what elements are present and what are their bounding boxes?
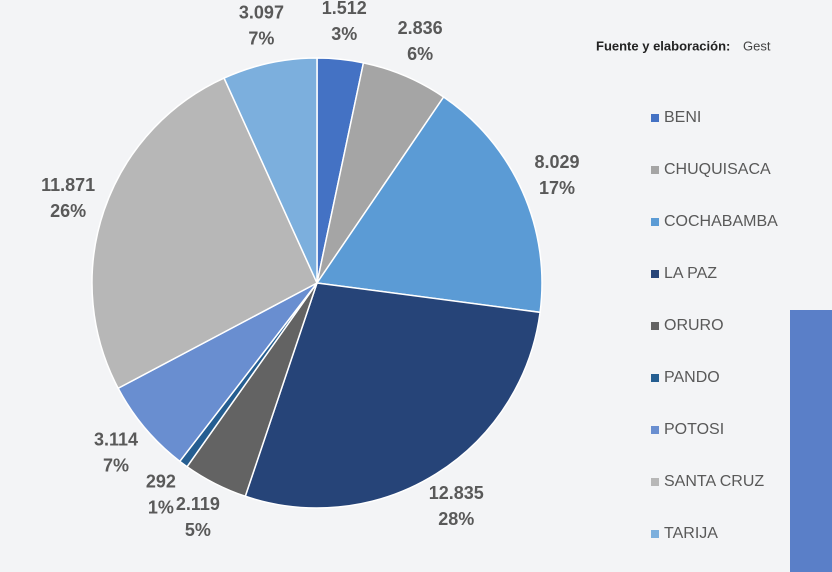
percent-label: 17%	[539, 178, 575, 198]
legend-label: ORURO	[664, 317, 724, 334]
legend-swatch	[651, 114, 659, 122]
percent-label: 6%	[407, 44, 433, 64]
legend-label: SANTA CRUZ	[664, 473, 764, 490]
value-label: 1.512	[322, 0, 367, 18]
value-label: 2.119	[176, 494, 220, 514]
chart: Fuente y elaboración: Gest 1.512 3% 2.836 6…	[0, 0, 832, 572]
legend-label: PANDO	[664, 369, 720, 386]
percent-label: 3%	[331, 24, 357, 44]
legend-label: CHUQUISACA	[664, 161, 771, 178]
value-label: 12.835	[429, 483, 484, 503]
legend-swatch	[651, 426, 659, 434]
value-label: 292	[146, 471, 176, 491]
value-label: 3.097	[239, 3, 284, 23]
decor-image	[790, 310, 832, 572]
legend-label: POTOSI	[664, 421, 724, 438]
legend-swatch	[651, 218, 659, 226]
value-label: 8.029	[534, 152, 579, 172]
legend-swatch	[651, 530, 659, 538]
legend-label: BENI	[664, 109, 701, 126]
legend-label: LA PAZ	[664, 265, 717, 282]
percent-label: 1%	[148, 497, 174, 517]
percent-label: 28%	[438, 509, 474, 529]
percent-label: 26%	[50, 201, 86, 221]
legend-label: COCHABAMBA	[664, 213, 778, 230]
source: Gest	[743, 38, 771, 53]
percent-label: 7%	[248, 29, 274, 49]
value-label: 11.871	[41, 175, 95, 195]
percent-label: 5%	[185, 520, 211, 540]
legend-swatch	[651, 478, 659, 486]
legend-swatch	[651, 166, 659, 174]
legend-swatch	[651, 374, 659, 382]
value-label: 3.114	[94, 429, 138, 449]
legend-swatch	[651, 322, 659, 330]
value-label: 2.836	[398, 18, 443, 38]
source-label: Fuente y elaboración:	[596, 38, 730, 53]
percent-label: 7%	[103, 455, 129, 475]
legend-label: TARIJA	[664, 525, 718, 542]
legend-swatch	[651, 270, 659, 278]
